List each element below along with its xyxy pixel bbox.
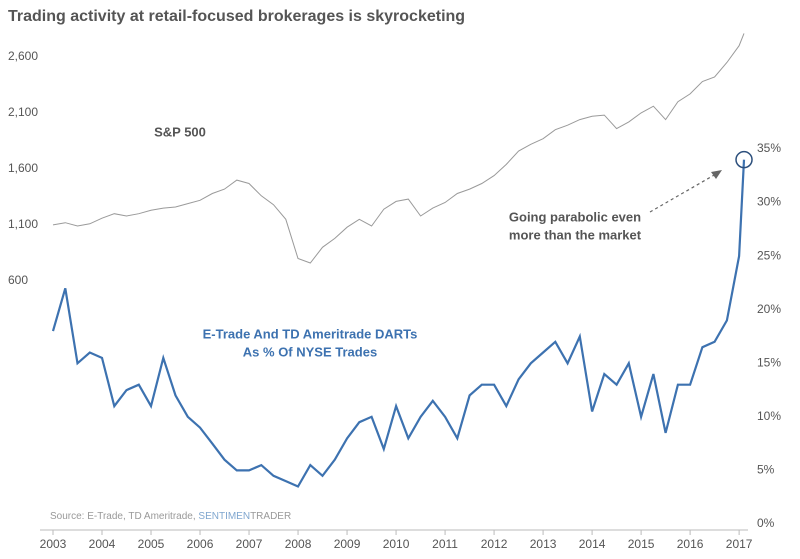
- x-tick-label: 2006: [187, 537, 214, 551]
- x-tick-label: 2004: [89, 537, 116, 551]
- y-tick-label: 2,600: [8, 49, 38, 63]
- y-tick-label: 1,600: [8, 161, 38, 175]
- y2-tick-label: 35%: [757, 141, 781, 155]
- x-tick-label: 2015: [628, 537, 655, 551]
- chart-title: Trading activity at retail-focused broke…: [8, 8, 465, 25]
- annotation: more than the market: [509, 227, 642, 242]
- x-tick-label: 2016: [677, 537, 704, 551]
- y2-tick-label: 0%: [757, 516, 775, 530]
- series-line: [52, 33, 745, 264]
- annotation-arrow: [649, 173, 717, 213]
- x-tick-label: 2005: [138, 537, 165, 551]
- x-tick-label: 2017: [726, 537, 753, 551]
- x-tick-label: 2013: [530, 537, 557, 551]
- source: Source: E-Trade, TD Ameritrade, SENTIMEN…: [50, 511, 291, 522]
- series-label: E-Trade And TD Ameritrade DARTs: [203, 326, 418, 341]
- source-text: Source: E-Trade, TD Ameritrade,: [50, 511, 196, 522]
- x-tick-label: 2011: [432, 537, 458, 551]
- y2-tick-label: 25%: [757, 248, 781, 262]
- y2-tick-label: 15%: [757, 355, 781, 369]
- y-tick-label: 1,100: [8, 217, 38, 231]
- y2-tick-label: 20%: [757, 302, 781, 316]
- x-tick-label: 2007: [236, 537, 263, 551]
- series-label: S&P 500: [154, 124, 206, 139]
- x-tick-label: 2008: [285, 537, 312, 551]
- y-tick-label: 2,100: [8, 105, 38, 119]
- annotation: Going parabolic even: [509, 209, 641, 224]
- brand: SENTIMEN: [198, 511, 250, 522]
- series-label: As % Of NYSE Trades: [243, 344, 377, 359]
- y2-tick-label: 30%: [757, 195, 781, 209]
- y2-tick-label: 10%: [757, 409, 781, 423]
- x-tick-label: 2014: [579, 537, 606, 551]
- highlight-circle: [735, 150, 753, 169]
- brand: TRADER: [250, 511, 291, 522]
- x-tick-label: 2009: [334, 537, 361, 551]
- x-tick-label: 2010: [383, 537, 410, 551]
- x-tick-label: 2003: [40, 537, 67, 551]
- y2-tick-label: 5%: [757, 463, 775, 477]
- y-tick-label: 600: [8, 273, 28, 287]
- series-line: [51, 159, 746, 488]
- x-tick-label: 2012: [481, 537, 508, 551]
- annotation-arrowhead: [711, 170, 722, 179]
